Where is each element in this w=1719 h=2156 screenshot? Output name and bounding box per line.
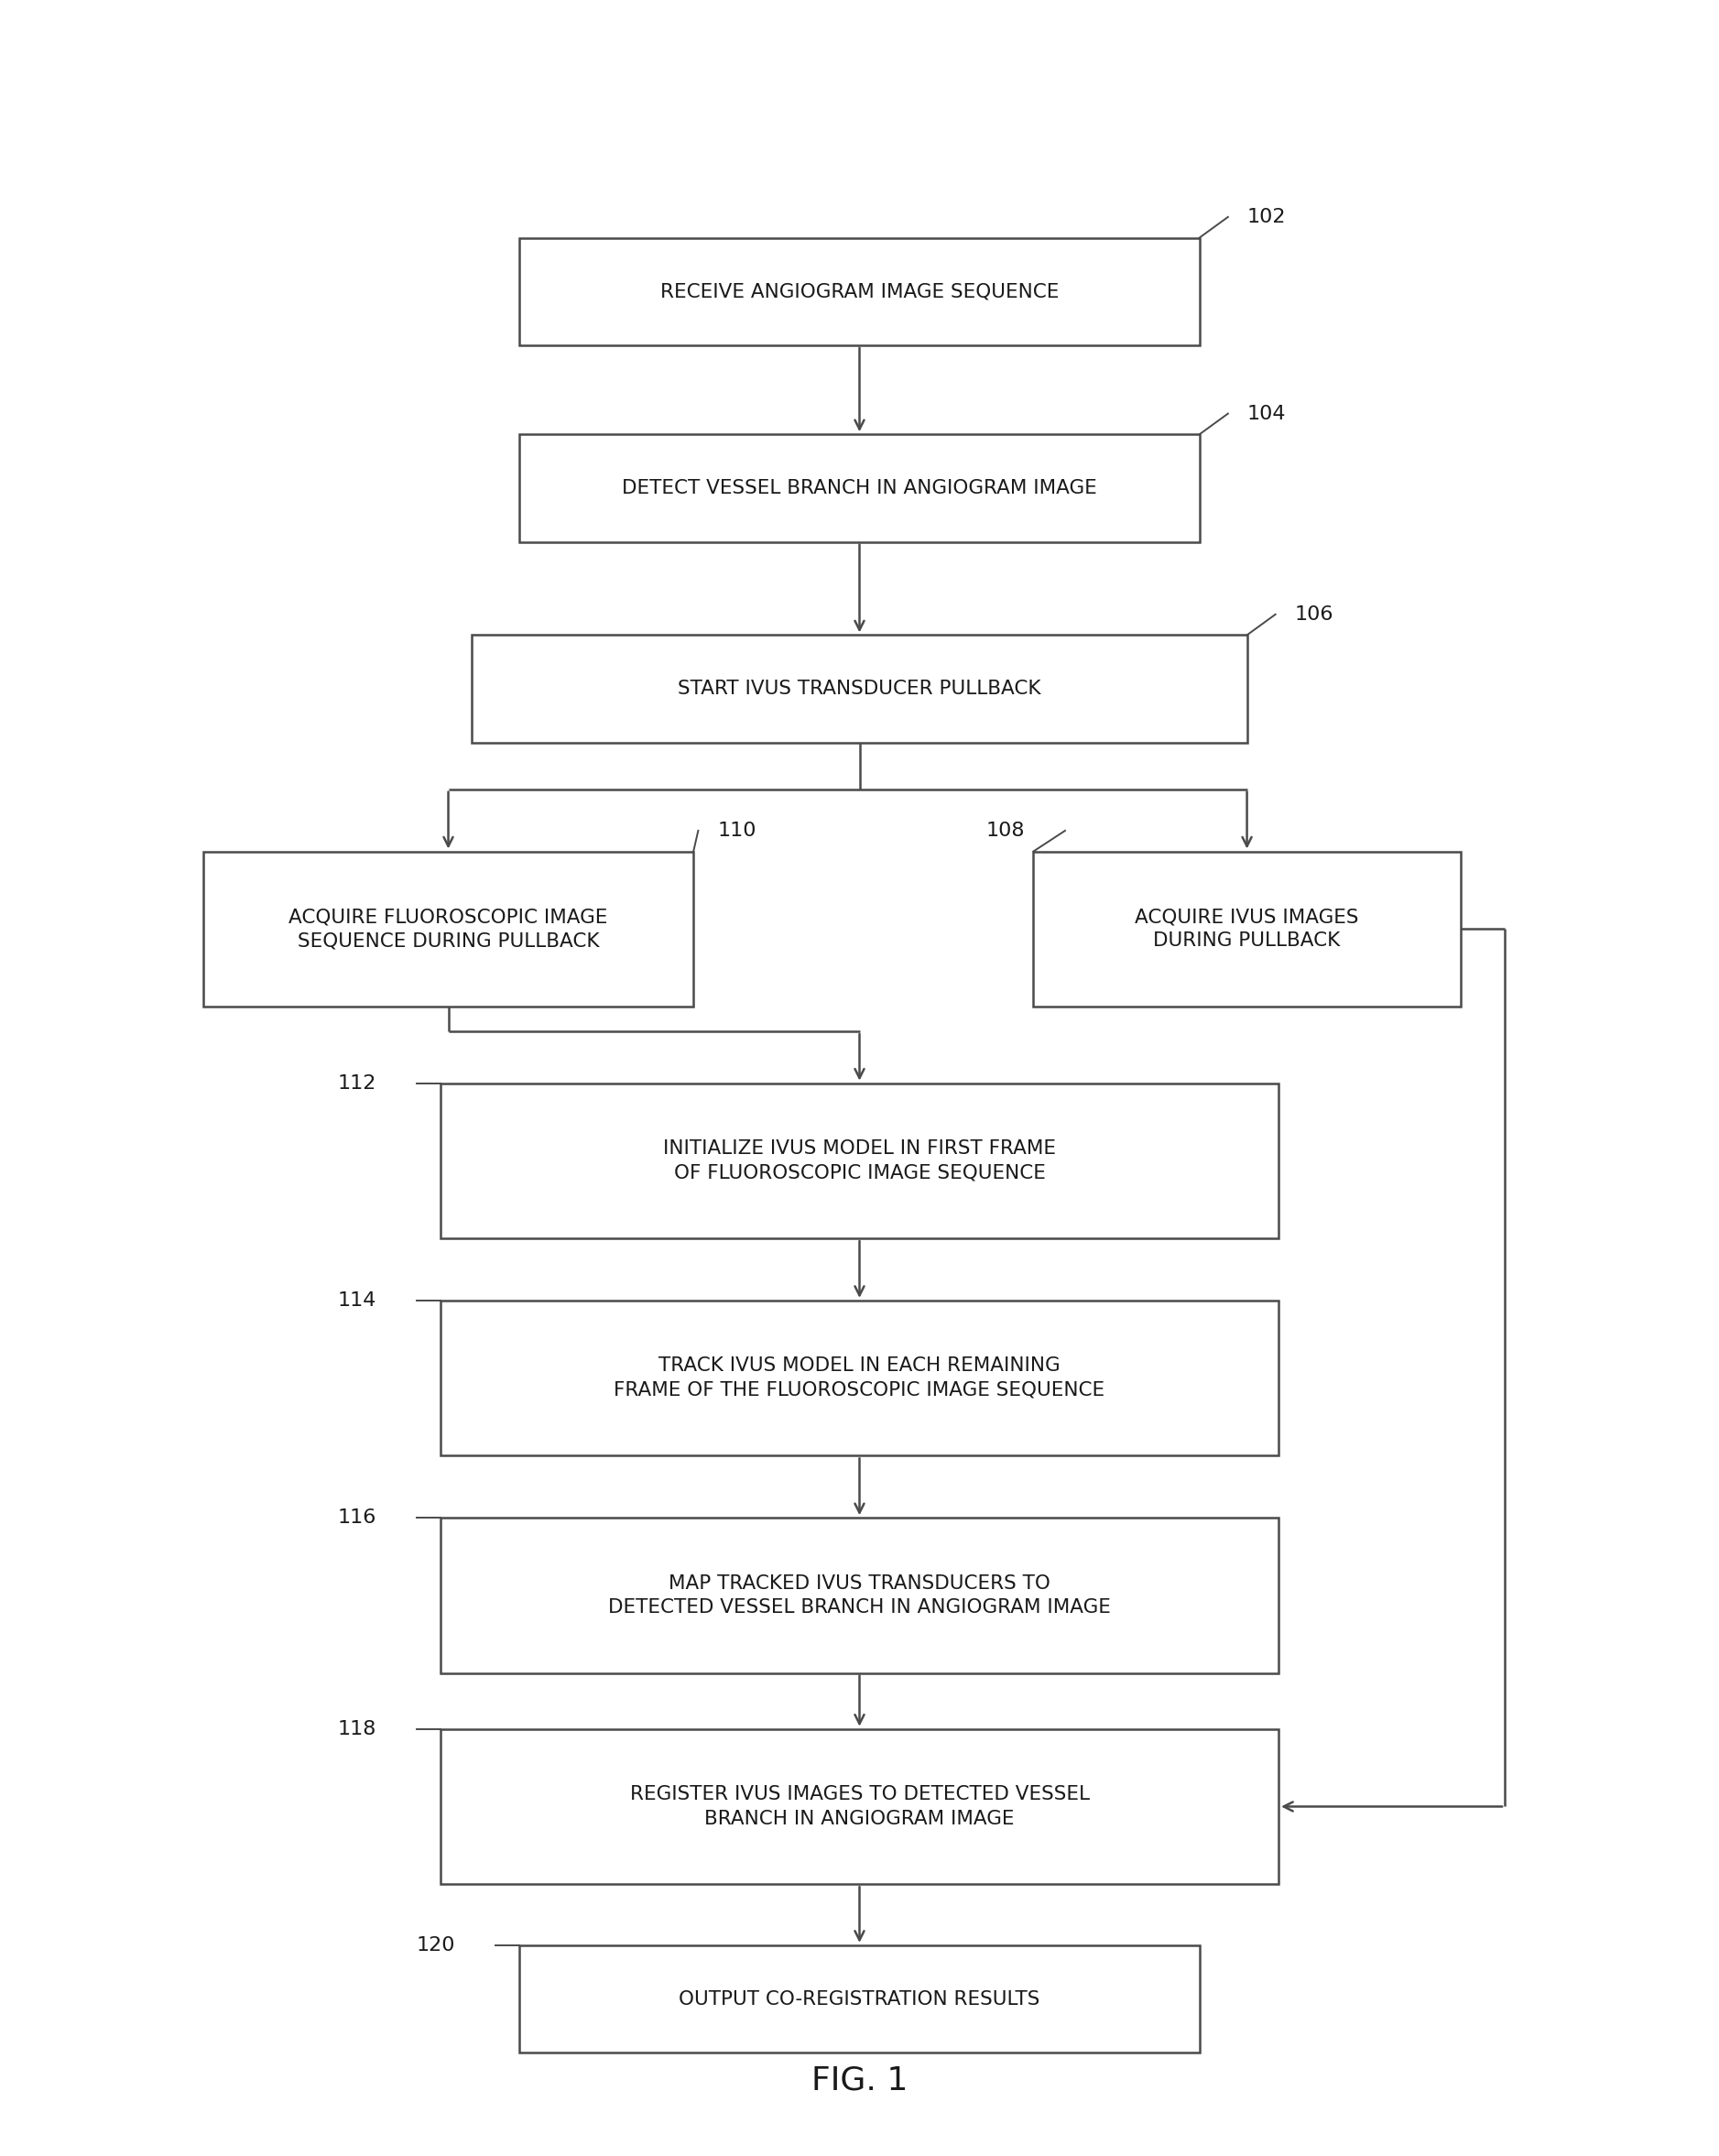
FancyBboxPatch shape: [440, 1300, 1279, 1455]
Text: 104: 104: [1246, 405, 1286, 423]
FancyBboxPatch shape: [440, 1082, 1279, 1238]
Text: 112: 112: [337, 1074, 376, 1093]
Text: DETECT VESSEL BRANCH IN ANGIOGRAM IMAGE: DETECT VESSEL BRANCH IN ANGIOGRAM IMAGE: [622, 479, 1097, 498]
Text: 102: 102: [1246, 207, 1286, 226]
Text: REGISTER IVUS IMAGES TO DETECTED VESSEL
BRANCH IN ANGIOGRAM IMAGE: REGISTER IVUS IMAGES TO DETECTED VESSEL …: [629, 1785, 1090, 1828]
FancyBboxPatch shape: [440, 1729, 1279, 1884]
Text: START IVUS TRANSDUCER PULLBACK: START IVUS TRANSDUCER PULLBACK: [677, 679, 1042, 699]
Text: 108: 108: [987, 821, 1025, 841]
Text: 106: 106: [1294, 606, 1334, 623]
Text: RECEIVE ANGIOGRAM IMAGE SEQUENCE: RECEIVE ANGIOGRAM IMAGE SEQUENCE: [660, 282, 1059, 300]
Text: TRACK IVUS MODEL IN EACH REMAINING
FRAME OF THE FLUOROSCOPIC IMAGE SEQUENCE: TRACK IVUS MODEL IN EACH REMAINING FRAME…: [614, 1356, 1105, 1399]
Text: 116: 116: [337, 1509, 376, 1526]
Text: ACQUIRE FLUOROSCOPIC IMAGE
SEQUENCE DURING PULLBACK: ACQUIRE FLUOROSCOPIC IMAGE SEQUENCE DURI…: [289, 908, 609, 951]
FancyBboxPatch shape: [1033, 852, 1461, 1007]
FancyBboxPatch shape: [519, 433, 1200, 541]
FancyBboxPatch shape: [203, 852, 693, 1007]
FancyBboxPatch shape: [519, 1945, 1200, 2053]
Text: INITIALIZE IVUS MODEL IN FIRST FRAME
OF FLUOROSCOPIC IMAGE SEQUENCE: INITIALIZE IVUS MODEL IN FIRST FRAME OF …: [664, 1141, 1055, 1181]
Text: OUTPUT CO-REGISTRATION RESULTS: OUTPUT CO-REGISTRATION RESULTS: [679, 1990, 1040, 2007]
FancyBboxPatch shape: [519, 237, 1200, 345]
Text: 118: 118: [337, 1720, 376, 1738]
FancyBboxPatch shape: [473, 636, 1246, 742]
FancyBboxPatch shape: [440, 1518, 1279, 1673]
Text: 110: 110: [717, 821, 756, 841]
Text: MAP TRACKED IVUS TRANSDUCERS TO
DETECTED VESSEL BRANCH IN ANGIOGRAM IMAGE: MAP TRACKED IVUS TRANSDUCERS TO DETECTED…: [609, 1574, 1110, 1617]
Text: ACQUIRE IVUS IMAGES
DURING PULLBACK: ACQUIRE IVUS IMAGES DURING PULLBACK: [1135, 908, 1360, 951]
Text: FIG. 1: FIG. 1: [811, 2065, 908, 2096]
Text: 120: 120: [416, 1936, 456, 1953]
Text: 114: 114: [337, 1291, 376, 1309]
